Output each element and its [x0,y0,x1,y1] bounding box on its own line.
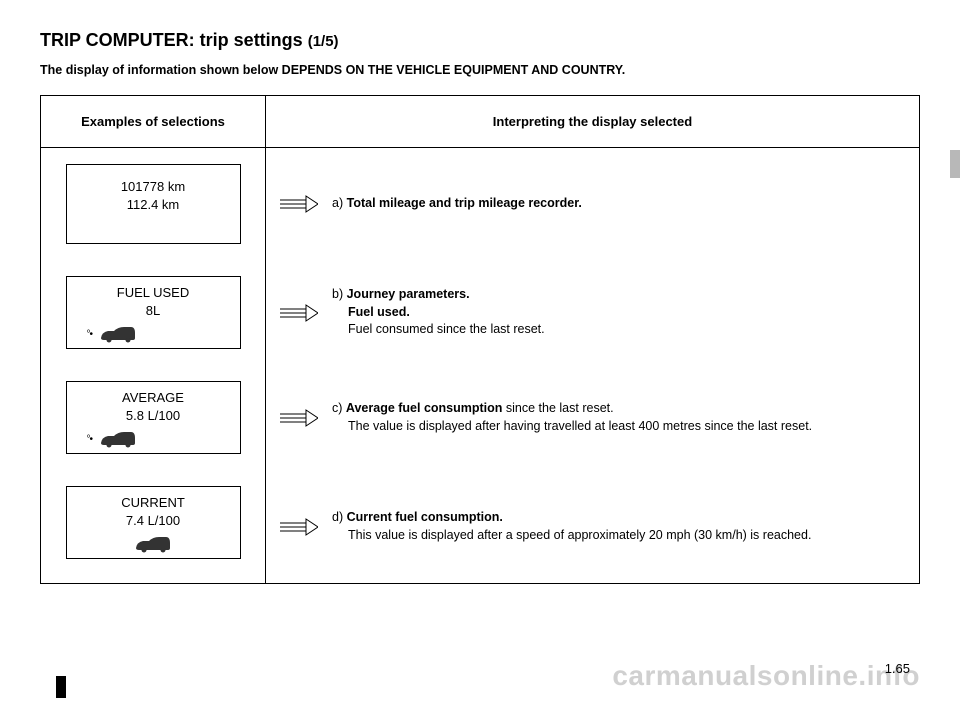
display-box-average: AVERAGE 5.8 L/100 °• [66,381,241,454]
display-box-mileage: 101778 km 112.4 km [66,164,241,244]
arrow-icon [278,409,318,427]
dots-icon: °• [87,329,93,340]
display-line2: 8L [73,303,234,318]
display-line1: CURRENT [73,495,234,510]
header-interp: Interpreting the display selected [266,96,920,148]
interp-plain: Fuel consumed since the last reset. [332,321,907,339]
interp-plain: This value is displayed after a speed of… [332,527,907,545]
car-icon [133,534,173,554]
interp-bold: Total mileage and trip mileage recorder. [347,196,582,210]
display-box-current: CURRENT 7.4 L/100 [66,486,241,559]
title-page-count: (1/5) [308,33,339,50]
watermark: carmanualsonline.info [612,660,920,692]
interp-plain: The value is displayed after having trav… [332,418,907,436]
arrow-icon [278,518,318,536]
display-line2: 5.8 L/100 [73,408,234,423]
title-main: TRIP COMPUTER: trip settings [40,30,303,50]
interp-lead: d) [332,510,343,524]
interp-lead: b) [332,287,343,301]
table-row: 101778 km 112.4 km a) [41,148,920,261]
interp-text: a) Total mileage and trip mileage record… [332,195,907,213]
interp-text: c) Average fuel consumption since the la… [332,400,907,435]
side-grey-tab [950,150,960,178]
display-line2: 112.4 km [73,197,234,212]
header-examples: Examples of selections [41,96,266,148]
interp-bold: Current fuel consumption. [347,510,503,524]
arrow-icon [278,304,318,322]
dots-icon: °• [87,434,93,445]
settings-table: Examples of selections Interpreting the … [40,95,920,584]
interp-lead: c) [332,401,342,415]
car-icon [98,324,138,344]
display-line1: AVERAGE [73,390,234,405]
display-line1: 101778 km [73,179,234,194]
interp-bold: Average fuel consumption [346,401,503,415]
display-box-fuel-used: FUEL USED 8L °• [66,276,241,349]
page-title: TRIP COMPUTER: trip settings (1/5) [40,30,920,51]
interp-bold: Journey parameters. [347,287,470,301]
display-line1: FUEL USED [73,285,234,300]
interp-lead: a) [332,196,343,210]
interp-bold-after: since the last reset. [502,401,613,415]
subtitle: The display of information shown below D… [40,63,920,77]
interp-text: b) Journey parameters. Fuel used. Fuel c… [332,286,907,339]
interp-bold2: Fuel used. [332,304,907,322]
interp-text: d) Current fuel consumption. This value … [332,509,907,544]
footer-black-tab [56,676,66,698]
display-line2: 7.4 L/100 [73,513,234,528]
table-row: FUEL USED 8L °• [41,260,920,365]
car-icon [98,429,138,449]
arrow-icon [278,195,318,213]
page-number: 1.65 [885,661,910,676]
table-row: AVERAGE 5.8 L/100 °• [41,365,920,470]
table-row: CURRENT 7.4 L/100 [41,470,920,584]
